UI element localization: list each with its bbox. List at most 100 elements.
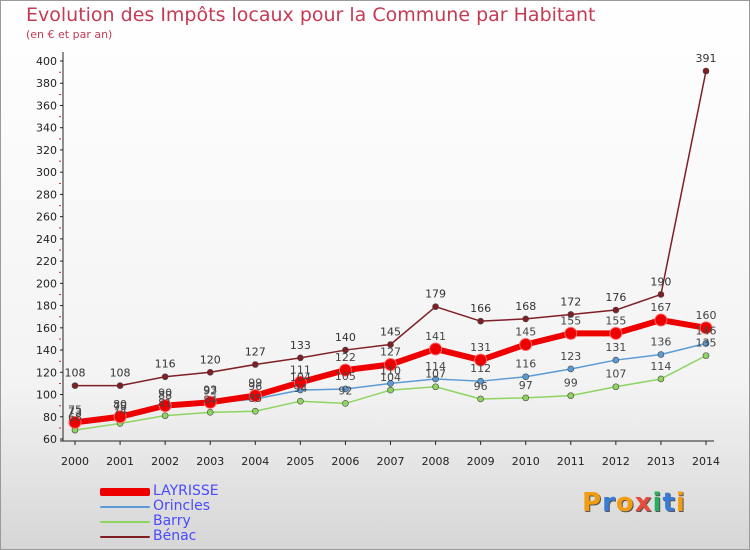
legend-swatch [100, 506, 150, 508]
data-label-barry: 99 [564, 377, 578, 390]
logo-letter: x [634, 488, 653, 518]
y-tick-label: 220 [36, 255, 57, 268]
data-point-barry [206, 409, 214, 416]
data-point-layrisse [338, 363, 352, 377]
data-label-orincles: 73 [68, 406, 82, 419]
chart-subtitle: (en € et par an) [26, 28, 113, 41]
y-tick-label: 80 [43, 411, 57, 424]
data-label-layrisse: 155 [605, 314, 626, 327]
y-tick-label: 400 [36, 55, 57, 68]
legend-swatch [100, 521, 150, 523]
data-label-orincles: 104 [290, 371, 311, 384]
y-tick-label: 360 [36, 99, 57, 112]
data-label-orincles: 114 [425, 360, 446, 373]
data-point-b-nac [702, 67, 710, 75]
data-point-barry [342, 400, 349, 407]
data-label-b-nac: 108 [65, 367, 86, 380]
data-label-barry: 114 [650, 360, 671, 373]
data-label-barry: 68 [68, 411, 82, 424]
data-label-barry: 104 [380, 371, 401, 384]
data-point-layrisse [564, 326, 578, 340]
x-tick-label: 2014 [692, 455, 720, 468]
data-point-b-nac [522, 315, 530, 323]
legend-label: LAYRISSE [153, 483, 219, 499]
data-label-b-nac: 168 [515, 300, 536, 313]
data-label-layrisse: 155 [560, 314, 581, 327]
legend-label: Orincles [153, 498, 211, 514]
data-point-orincles [342, 385, 349, 393]
proxiti-logo: Proxiti [582, 488, 686, 518]
data-point-orincles [567, 365, 575, 373]
x-tick-label: 2012 [602, 455, 630, 468]
data-point-layrisse [609, 326, 623, 340]
data-label-barry: 135 [696, 337, 717, 350]
data-point-b-nac [161, 373, 169, 381]
data-label-layrisse: 75 [68, 403, 82, 416]
y-tick-label: 300 [36, 166, 57, 179]
x-tick-label: 2001 [106, 455, 134, 468]
y-tick-label: 380 [36, 77, 57, 90]
y-tick-label: 160 [36, 322, 57, 335]
data-label-orincles: 146 [696, 324, 717, 337]
x-tick-label: 2005 [286, 455, 314, 468]
data-label-barry: 107 [425, 368, 446, 381]
data-point-layrisse [248, 389, 262, 403]
data-label-barry: 107 [605, 368, 626, 381]
data-point-barry [657, 375, 665, 383]
data-label-barry: 96 [474, 380, 488, 393]
data-label-b-nac: 166 [470, 302, 491, 315]
data-point-b-nac [116, 382, 124, 389]
data-point-b-nac [477, 317, 484, 325]
data-label-layrisse: 122 [335, 351, 356, 364]
logo-letter: i [675, 488, 686, 518]
data-label-layrisse: 131 [470, 341, 491, 354]
x-tick-label: 2003 [196, 455, 224, 468]
logo-letter: o [615, 488, 635, 518]
logo-letter: i [652, 488, 663, 518]
data-label-orincles: 105 [335, 370, 356, 383]
x-tick-label: 2011 [557, 455, 585, 468]
data-point-layrisse [699, 321, 713, 335]
data-label-b-nac: 120 [200, 353, 221, 366]
data-point-b-nac [251, 361, 259, 368]
data-point-layrisse [474, 353, 488, 367]
data-point-barry [612, 383, 620, 391]
x-tick-label: 2013 [647, 455, 675, 468]
y-tick-label: 60 [43, 433, 57, 446]
data-point-orincles [702, 340, 710, 347]
data-label-b-nac: 127 [245, 346, 266, 359]
data-label-orincles: 112 [470, 362, 491, 375]
data-label-orincles: 78 [113, 400, 127, 413]
data-point-layrisse [429, 342, 443, 356]
data-label-b-nac: 391 [696, 52, 717, 65]
data-point-barry [567, 392, 575, 399]
data-label-layrisse: 111 [290, 363, 311, 376]
data-point-barry [702, 352, 710, 359]
data-label-b-nac: 145 [380, 326, 401, 339]
data-point-b-nac [387, 341, 394, 348]
legend-label: Barry [153, 513, 191, 529]
chart-title: Evolution des Impôts locaux pour la Comm… [26, 4, 596, 26]
data-point-layrisse [654, 313, 668, 327]
data-label-b-nac: 172 [560, 295, 581, 308]
data-label-barry: 81 [158, 397, 172, 410]
data-point-orincles [387, 380, 394, 387]
y-tick-label: 320 [36, 144, 57, 157]
data-point-orincles [657, 351, 665, 358]
data-point-barry [432, 383, 439, 391]
y-tick-label: 120 [36, 366, 57, 379]
x-tick-label: 2009 [467, 455, 495, 468]
data-point-barry [387, 386, 394, 394]
data-label-orincles: 96 [248, 380, 262, 393]
data-point-layrisse [203, 395, 217, 409]
y-tick-label: 280 [36, 188, 57, 201]
data-label-layrisse: 80 [113, 398, 127, 411]
logo-letter: P [582, 488, 603, 518]
data-label-orincles: 131 [605, 341, 626, 354]
legend-swatch [100, 488, 150, 496]
data-label-barry: 74 [113, 404, 127, 417]
data-label-b-nac: 176 [605, 291, 626, 304]
data-label-b-nac: 133 [290, 339, 311, 352]
